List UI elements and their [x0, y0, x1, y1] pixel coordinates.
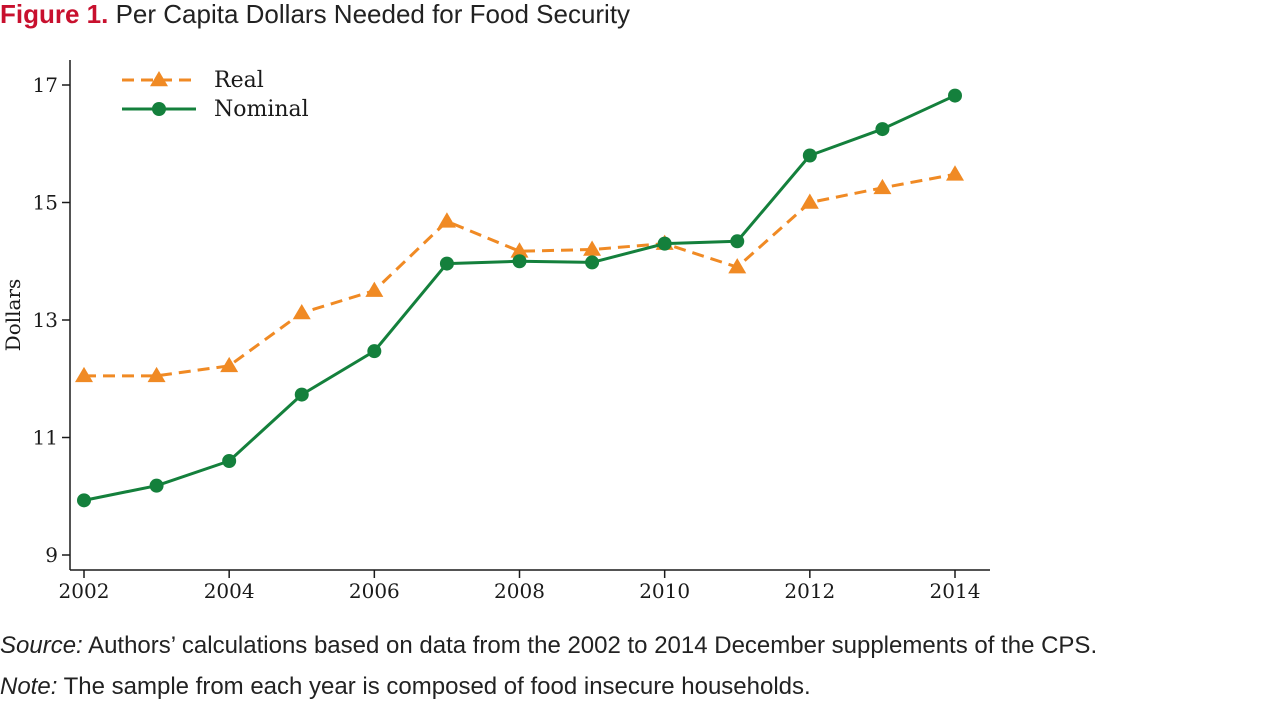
source-footnote: Source: Authors’ calculations based on d…	[0, 632, 1097, 660]
data-point-real	[873, 178, 892, 195]
legend-label-real: Real	[214, 68, 264, 93]
data-point-real	[147, 366, 166, 383]
data-point-real	[292, 303, 311, 320]
data-point-real	[437, 212, 456, 228]
data-point-real	[583, 240, 602, 256]
data-point-real	[800, 193, 819, 209]
legend-marker-nominal	[152, 102, 166, 116]
y-tick-label: 15	[33, 191, 58, 215]
data-point-nominal	[512, 254, 527, 269]
data-point-nominal	[875, 122, 890, 137]
data-point-real	[220, 356, 239, 373]
x-tick-label: 2014	[930, 579, 981, 603]
figure-label: Figure 1.	[0, 0, 109, 29]
data-point-real	[510, 242, 529, 258]
data-point-nominal	[948, 88, 962, 103]
data-point-real	[946, 165, 964, 181]
note-text: The sample from each year is composed of…	[63, 673, 811, 700]
note-label: Note:	[0, 673, 58, 700]
x-tick-label: 2010	[639, 579, 690, 603]
data-point-nominal	[149, 478, 164, 493]
data-point-nominal	[802, 148, 817, 163]
y-tick-label: 11	[33, 426, 58, 450]
data-point-nominal	[77, 493, 91, 508]
line-chart: 9 11 13 15 17 2002 2004 2006 2008 2010 2012 2014 Dol…	[1, 60, 990, 603]
data-point-real	[728, 258, 747, 274]
data-point-nominal	[585, 255, 600, 270]
x-tick-label: 2002	[59, 579, 110, 603]
chart-title: Figure 1. Per Capita Dollars Needed for …	[0, 0, 630, 30]
y-axis-label: Dollars	[1, 279, 25, 352]
series-line-real	[84, 172, 956, 378]
data-point-nominal	[294, 387, 309, 402]
data-point-nominal	[439, 256, 454, 271]
data-point-nominal	[367, 344, 382, 359]
y-tick-label: 13	[33, 308, 58, 332]
source-text: Authors’ calculations based on data from…	[88, 632, 1098, 659]
y-tick-label: 9	[45, 543, 58, 567]
legend-label-nominal: Nominal	[214, 97, 309, 122]
data-point-real	[365, 281, 384, 297]
data-point-nominal	[657, 236, 672, 251]
data-point-nominal	[730, 234, 745, 249]
series-line-nominal	[83, 94, 956, 502]
data-point-nominal	[222, 454, 237, 468]
data-point-real	[75, 366, 93, 383]
legend-marker-real	[150, 71, 168, 87]
source-label: Source:	[0, 632, 83, 659]
x-tick-label: 2004	[204, 579, 255, 603]
x-tick-label: 2008	[494, 579, 545, 603]
x-tick-label: 2012	[784, 579, 835, 603]
y-tick-label: 17	[33, 73, 58, 97]
note-footnote: Note: The sample from each year is compo…	[0, 673, 811, 701]
title-text: Per Capita Dollars Needed for Food Secur…	[115, 0, 631, 29]
x-tick-label: 2006	[349, 579, 400, 603]
